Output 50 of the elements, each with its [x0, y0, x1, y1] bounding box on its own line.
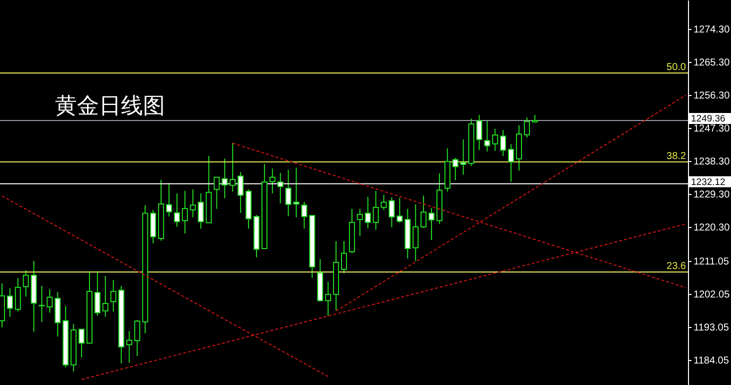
candlestick [150, 209, 156, 244]
y-tick-label: 1211.05 [694, 256, 730, 268]
candlestick [500, 129, 506, 156]
candlestick [452, 157, 458, 181]
candlestick [269, 168, 276, 194]
candlestick [214, 176, 220, 210]
candlestick [356, 208, 363, 236]
candlestick [6, 288, 13, 318]
candlestick [364, 196, 371, 229]
candlestick [412, 204, 419, 262]
candlestick [22, 270, 29, 298]
candlestick [230, 142, 236, 192]
candlestick [134, 320, 140, 357]
y-tick-label: 1238.30 [694, 156, 730, 168]
candlestick [190, 188, 196, 218]
text: 黄金日线图 [55, 94, 165, 119]
candlestick [110, 280, 116, 312]
y-tick-label: 1229.30 [694, 190, 730, 201]
y-tick-label: 1247.30 [694, 124, 730, 135]
candlestick [94, 270, 100, 316]
y-tick-label: 1274.30 [694, 24, 730, 36]
candlestick [174, 192, 180, 228]
candlestick [198, 192, 204, 230]
candlestick [484, 120, 490, 152]
y-tick-label: 1184.05 [694, 356, 730, 367]
annotation: 38.2 [666, 150, 686, 162]
candlestick [524, 116, 530, 138]
ref-line-label: 1249.36 [691, 114, 726, 125]
candlestick [78, 328, 85, 358]
candlestick [341, 240, 347, 274]
candlestick [428, 208, 434, 241]
candlestick [301, 201, 308, 230]
candlestick [325, 281, 332, 316]
y-tick-label: 1265.30 [694, 58, 730, 69]
candlestick [182, 190, 188, 234]
annotation: 50.0 [666, 62, 686, 74]
candlestick [492, 128, 498, 152]
y-tick-label: 1220.30 [694, 222, 730, 234]
annotation: 23.6 [666, 260, 686, 272]
candlestick [508, 144, 514, 182]
candlestick [372, 190, 379, 230]
candlestick [14, 278, 21, 312]
y-tick-label: 1202.05 [694, 290, 730, 301]
ref-line-label: 1232.12 [691, 176, 726, 188]
y-tick-label: 1193.05 [694, 322, 730, 334]
y-tick-label: 1256.30 [694, 90, 730, 102]
candlestick [460, 138, 466, 176]
candlestick [102, 275, 108, 318]
candlestick [420, 195, 427, 228]
candlestick [396, 197, 403, 224]
